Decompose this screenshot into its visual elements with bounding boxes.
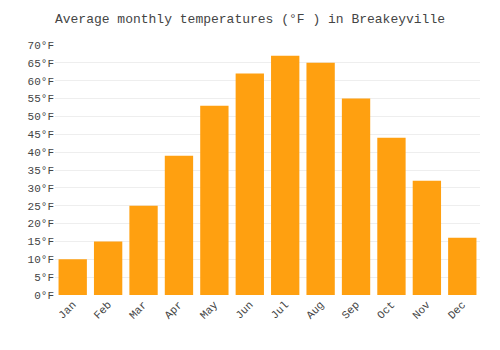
svg-text:Nov: Nov: [410, 299, 433, 322]
svg-text:Jul: Jul: [269, 299, 291, 321]
svg-text:10°F: 10°F: [28, 254, 54, 266]
svg-text:65°F: 65°F: [28, 58, 54, 70]
svg-text:45°F: 45°F: [28, 129, 54, 141]
svg-text:35°F: 35°F: [28, 165, 54, 177]
svg-text:60°F: 60°F: [28, 76, 54, 88]
svg-text:Feb: Feb: [92, 299, 114, 321]
svg-text:15°F: 15°F: [28, 236, 54, 248]
svg-text:20°F: 20°F: [28, 218, 54, 230]
svg-text:Aug: Aug: [304, 299, 326, 321]
svg-text:Average monthly temperatures (: Average monthly temperatures (°F ) in Br…: [55, 12, 445, 27]
svg-text:40°F: 40°F: [28, 147, 54, 159]
svg-text:Mar: Mar: [127, 299, 149, 321]
svg-text:May: May: [198, 299, 221, 322]
svg-text:Sep: Sep: [340, 299, 362, 321]
svg-text:50°F: 50°F: [28, 111, 54, 123]
svg-text:Jan: Jan: [56, 299, 78, 321]
svg-text:70°F: 70°F: [28, 40, 54, 52]
svg-text:5°F: 5°F: [34, 272, 54, 284]
svg-text:Dec: Dec: [446, 299, 468, 321]
svg-text:0°F: 0°F: [34, 290, 54, 302]
svg-text:30°F: 30°F: [28, 183, 54, 195]
svg-text:Jun: Jun: [233, 299, 255, 321]
svg-text:Oct: Oct: [375, 299, 397, 321]
svg-text:Apr: Apr: [162, 299, 184, 321]
svg-text:25°F: 25°F: [28, 201, 54, 213]
svg-text:55°F: 55°F: [28, 93, 54, 105]
